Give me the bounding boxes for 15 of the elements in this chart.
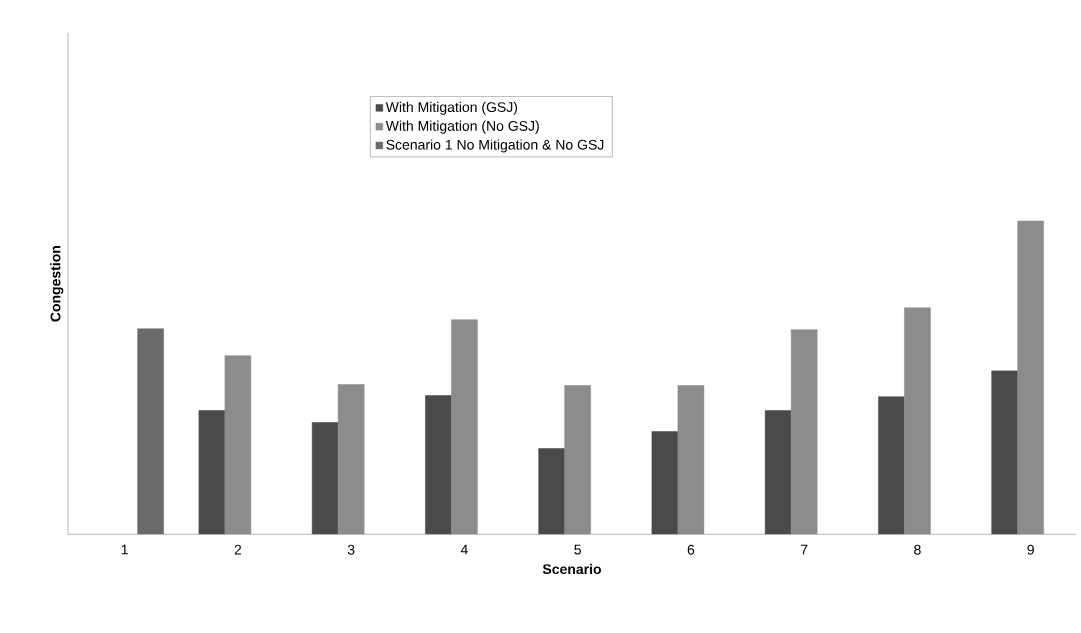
x-tick-label: 4	[460, 544, 468, 555]
bar	[137, 328, 164, 535]
x-tick-label: 8	[914, 544, 921, 555]
x-axis-title: Scenario	[542, 563, 602, 575]
x-tick-label: 1	[121, 544, 128, 555]
y-axis-title: Congestion	[50, 246, 64, 322]
x-tick-label: 2	[234, 544, 242, 555]
legend-label: With Mitigation (No GSJ)	[385, 120, 539, 134]
legend-label: Scenario 1 No Mitigation & No GSJ	[386, 139, 604, 153]
legend-label: With Mitigation (GSJ)	[385, 101, 518, 115]
x-tick-label: 6	[687, 544, 695, 555]
x-tick-label: 5	[574, 544, 581, 555]
x-tick-label: 3	[347, 544, 355, 555]
x-tick-label: 7	[800, 544, 808, 555]
x-tick-label: 9	[1027, 544, 1034, 555]
